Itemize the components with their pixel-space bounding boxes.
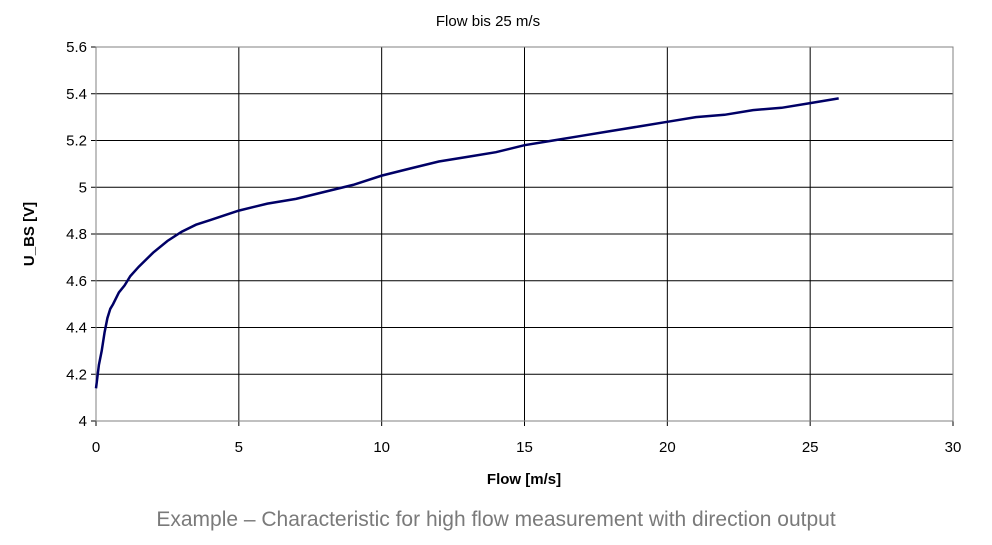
y-tick-label: 5.4: [66, 86, 87, 103]
x-tick-label: 30: [945, 439, 962, 456]
chart-title: Flow bis 25 m/s: [436, 13, 540, 30]
plot-area: [95, 46, 954, 422]
x-tick-label: 10: [373, 439, 390, 456]
y-tick-label: 4.4: [66, 320, 87, 337]
tick-labels: 4 4.2 4.4 4.6 4.8 5 5.2 5.4 5.6 0 5 10 15 20 25 30: [66, 39, 961, 456]
y-tick-label: 4.8: [66, 226, 87, 243]
x-tick-label: 15: [516, 439, 533, 456]
y-tick-label: 5.2: [66, 133, 87, 150]
series-line: [94, 97, 839, 389]
x-tick-label: 25: [802, 439, 819, 456]
x-tick-label: 5: [235, 439, 243, 456]
y-tick-label: 4.6: [66, 273, 87, 290]
x-tick-label: 0: [92, 439, 100, 456]
figure-caption: Example – Characteristic for high flow m…: [156, 508, 836, 531]
x-axis-label: Flow [m/s]: [487, 471, 561, 488]
grid: [91, 46, 954, 426]
y-tick-label: 4: [79, 413, 87, 430]
y-axis-label: U_BS [V]: [21, 202, 38, 266]
y-tick-label: 4.2: [66, 366, 87, 383]
y-tick-label: 5: [79, 179, 87, 196]
y-tick-label: 5.6: [66, 39, 87, 56]
x-tick-label: 20: [659, 439, 676, 456]
